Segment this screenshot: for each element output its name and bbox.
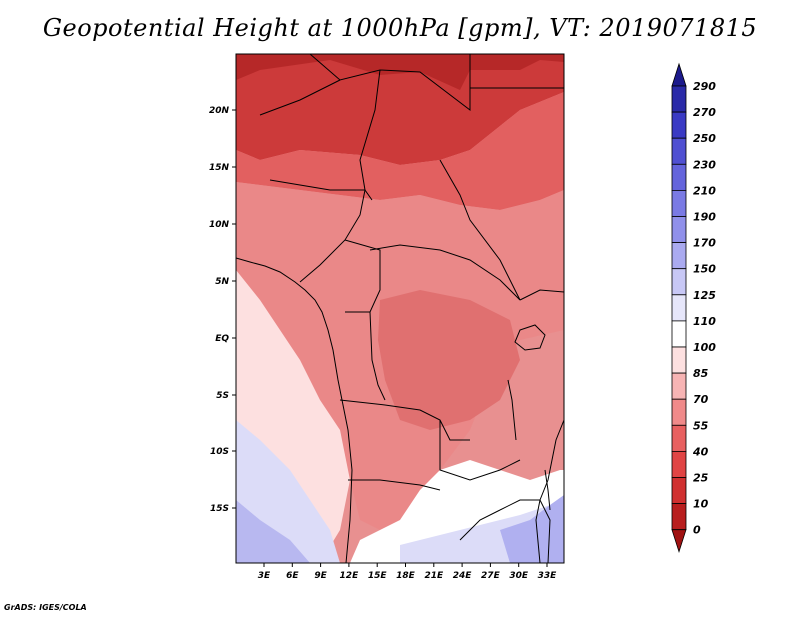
colorbar-bottom-arrow: [671, 529, 687, 554]
border-cameroon: [344, 239, 381, 313]
lon-label: 27E: [481, 571, 501, 581]
colorbar-label: 10: [693, 498, 709, 511]
colorbar-swatch: [671, 503, 687, 531]
colorbar-label: 190: [693, 211, 716, 224]
border-libya-chad: [309, 54, 471, 112]
border-chad: [359, 69, 381, 201]
lat-label: 15N: [209, 163, 230, 173]
colorbar-swatch: [671, 424, 687, 452]
east-africa-coast: [535, 419, 564, 563]
border-zimbabwe: [459, 509, 501, 541]
west-africa-coast: [236, 257, 353, 563]
lon-label: 21E: [424, 571, 444, 581]
colorbar-label: 230: [693, 158, 716, 171]
band-congo-basin: [378, 290, 520, 430]
lon-label: 12E: [340, 571, 360, 581]
border-car: [369, 244, 521, 301]
colorbar-swatch: [671, 450, 687, 478]
lat-label: 10N: [209, 220, 230, 230]
band-sahara-core: [236, 54, 564, 90]
lat-label: 5S: [216, 391, 229, 401]
lon-label: 33E: [538, 571, 558, 581]
lake-malawi: [544, 469, 551, 511]
border-namibia: [348, 479, 441, 491]
colorbar-label: 125: [693, 289, 716, 302]
colorbar-label: 55: [693, 419, 709, 432]
lon-label: 3E: [258, 571, 271, 581]
colorbar-label: 25: [693, 472, 709, 485]
border-mozambique: [499, 499, 551, 563]
latitude-axis: 20N 15N 10N 5N EQ 5S 10S 15S: [209, 106, 236, 514]
colorbar-label: 110: [693, 315, 716, 328]
lon-label: 15E: [368, 571, 388, 581]
band-north-red: [236, 92, 564, 210]
colorbar-label: 40: [692, 445, 709, 458]
band-north-darkest: [236, 54, 564, 165]
colorbar-swatch: [671, 268, 687, 296]
colorbar-swatch: [671, 216, 687, 244]
border-drc-west: [339, 399, 470, 441]
lon-label: 6E: [286, 571, 299, 581]
border-east: [519, 289, 564, 301]
colorbar-label: 250: [693, 132, 716, 145]
lat-label: 20N: [209, 106, 230, 116]
map-title: Geopotential Height at 1000hPa [gpm], VT…: [42, 14, 758, 42]
border-sudan-south: [439, 159, 521, 301]
colorbar-label: 170: [693, 237, 716, 250]
colorbar-swatch: [671, 346, 687, 374]
lake-tanganyika: [507, 379, 517, 441]
band-southeast-violet: [500, 495, 564, 563]
colorbar-label: 210: [693, 184, 716, 197]
colorbar-label: 100: [693, 341, 716, 354]
border-angola-zambia: [439, 420, 521, 481]
colorbar-swatch: [671, 242, 687, 270]
lat-label: 15S: [210, 504, 229, 514]
lon-label: 24E: [453, 571, 473, 581]
colorbar-label: 270: [693, 106, 716, 119]
colorbar-swatch: [671, 163, 687, 191]
colorbar-label: 290: [693, 80, 716, 93]
colorbar-label: 0: [693, 524, 701, 537]
colorbar-swatch: [671, 372, 687, 400]
colorbar-label: 70: [693, 393, 709, 406]
lake-victoria: [514, 324, 546, 351]
colorbar-swatch: [671, 137, 687, 165]
longitude-axis: 3E 6E 9E 12E 15E 18E 21E 24E 27E 30E 33E: [258, 563, 557, 581]
colorbar-swatch: [671, 85, 687, 113]
colorbar-label: 85: [693, 367, 709, 380]
colorbar-swatch: [671, 477, 687, 505]
colorbar-top-arrow: [671, 62, 687, 87]
political-boundaries: [236, 54, 564, 563]
border-congo: [369, 311, 386, 401]
height-field: [236, 54, 564, 563]
colorbar-label: 150: [693, 263, 716, 276]
lon-label: 9E: [314, 571, 327, 581]
band-southwest-deep: [236, 500, 310, 563]
map-frame: [235, 53, 565, 564]
colorbar-swatch: [671, 320, 687, 348]
lon-label: 30E: [509, 571, 529, 581]
colorbar-swatch: [671, 111, 687, 139]
lat-label: 5N: [215, 277, 229, 287]
lon-label: 18E: [396, 571, 416, 581]
grads-credit: GrADS: IGES/COLA: [4, 603, 87, 612]
border-niger: [259, 79, 341, 116]
border-nigeria: [269, 179, 366, 283]
lat-label: 10S: [210, 447, 229, 457]
colorbar-swatch: [671, 189, 687, 217]
lat-label: EQ: [215, 334, 229, 344]
colorbar: 2902702502302101901701501251101008570554…: [671, 62, 716, 554]
colorbar-swatch: [671, 398, 687, 426]
colorbar-swatch: [671, 294, 687, 322]
